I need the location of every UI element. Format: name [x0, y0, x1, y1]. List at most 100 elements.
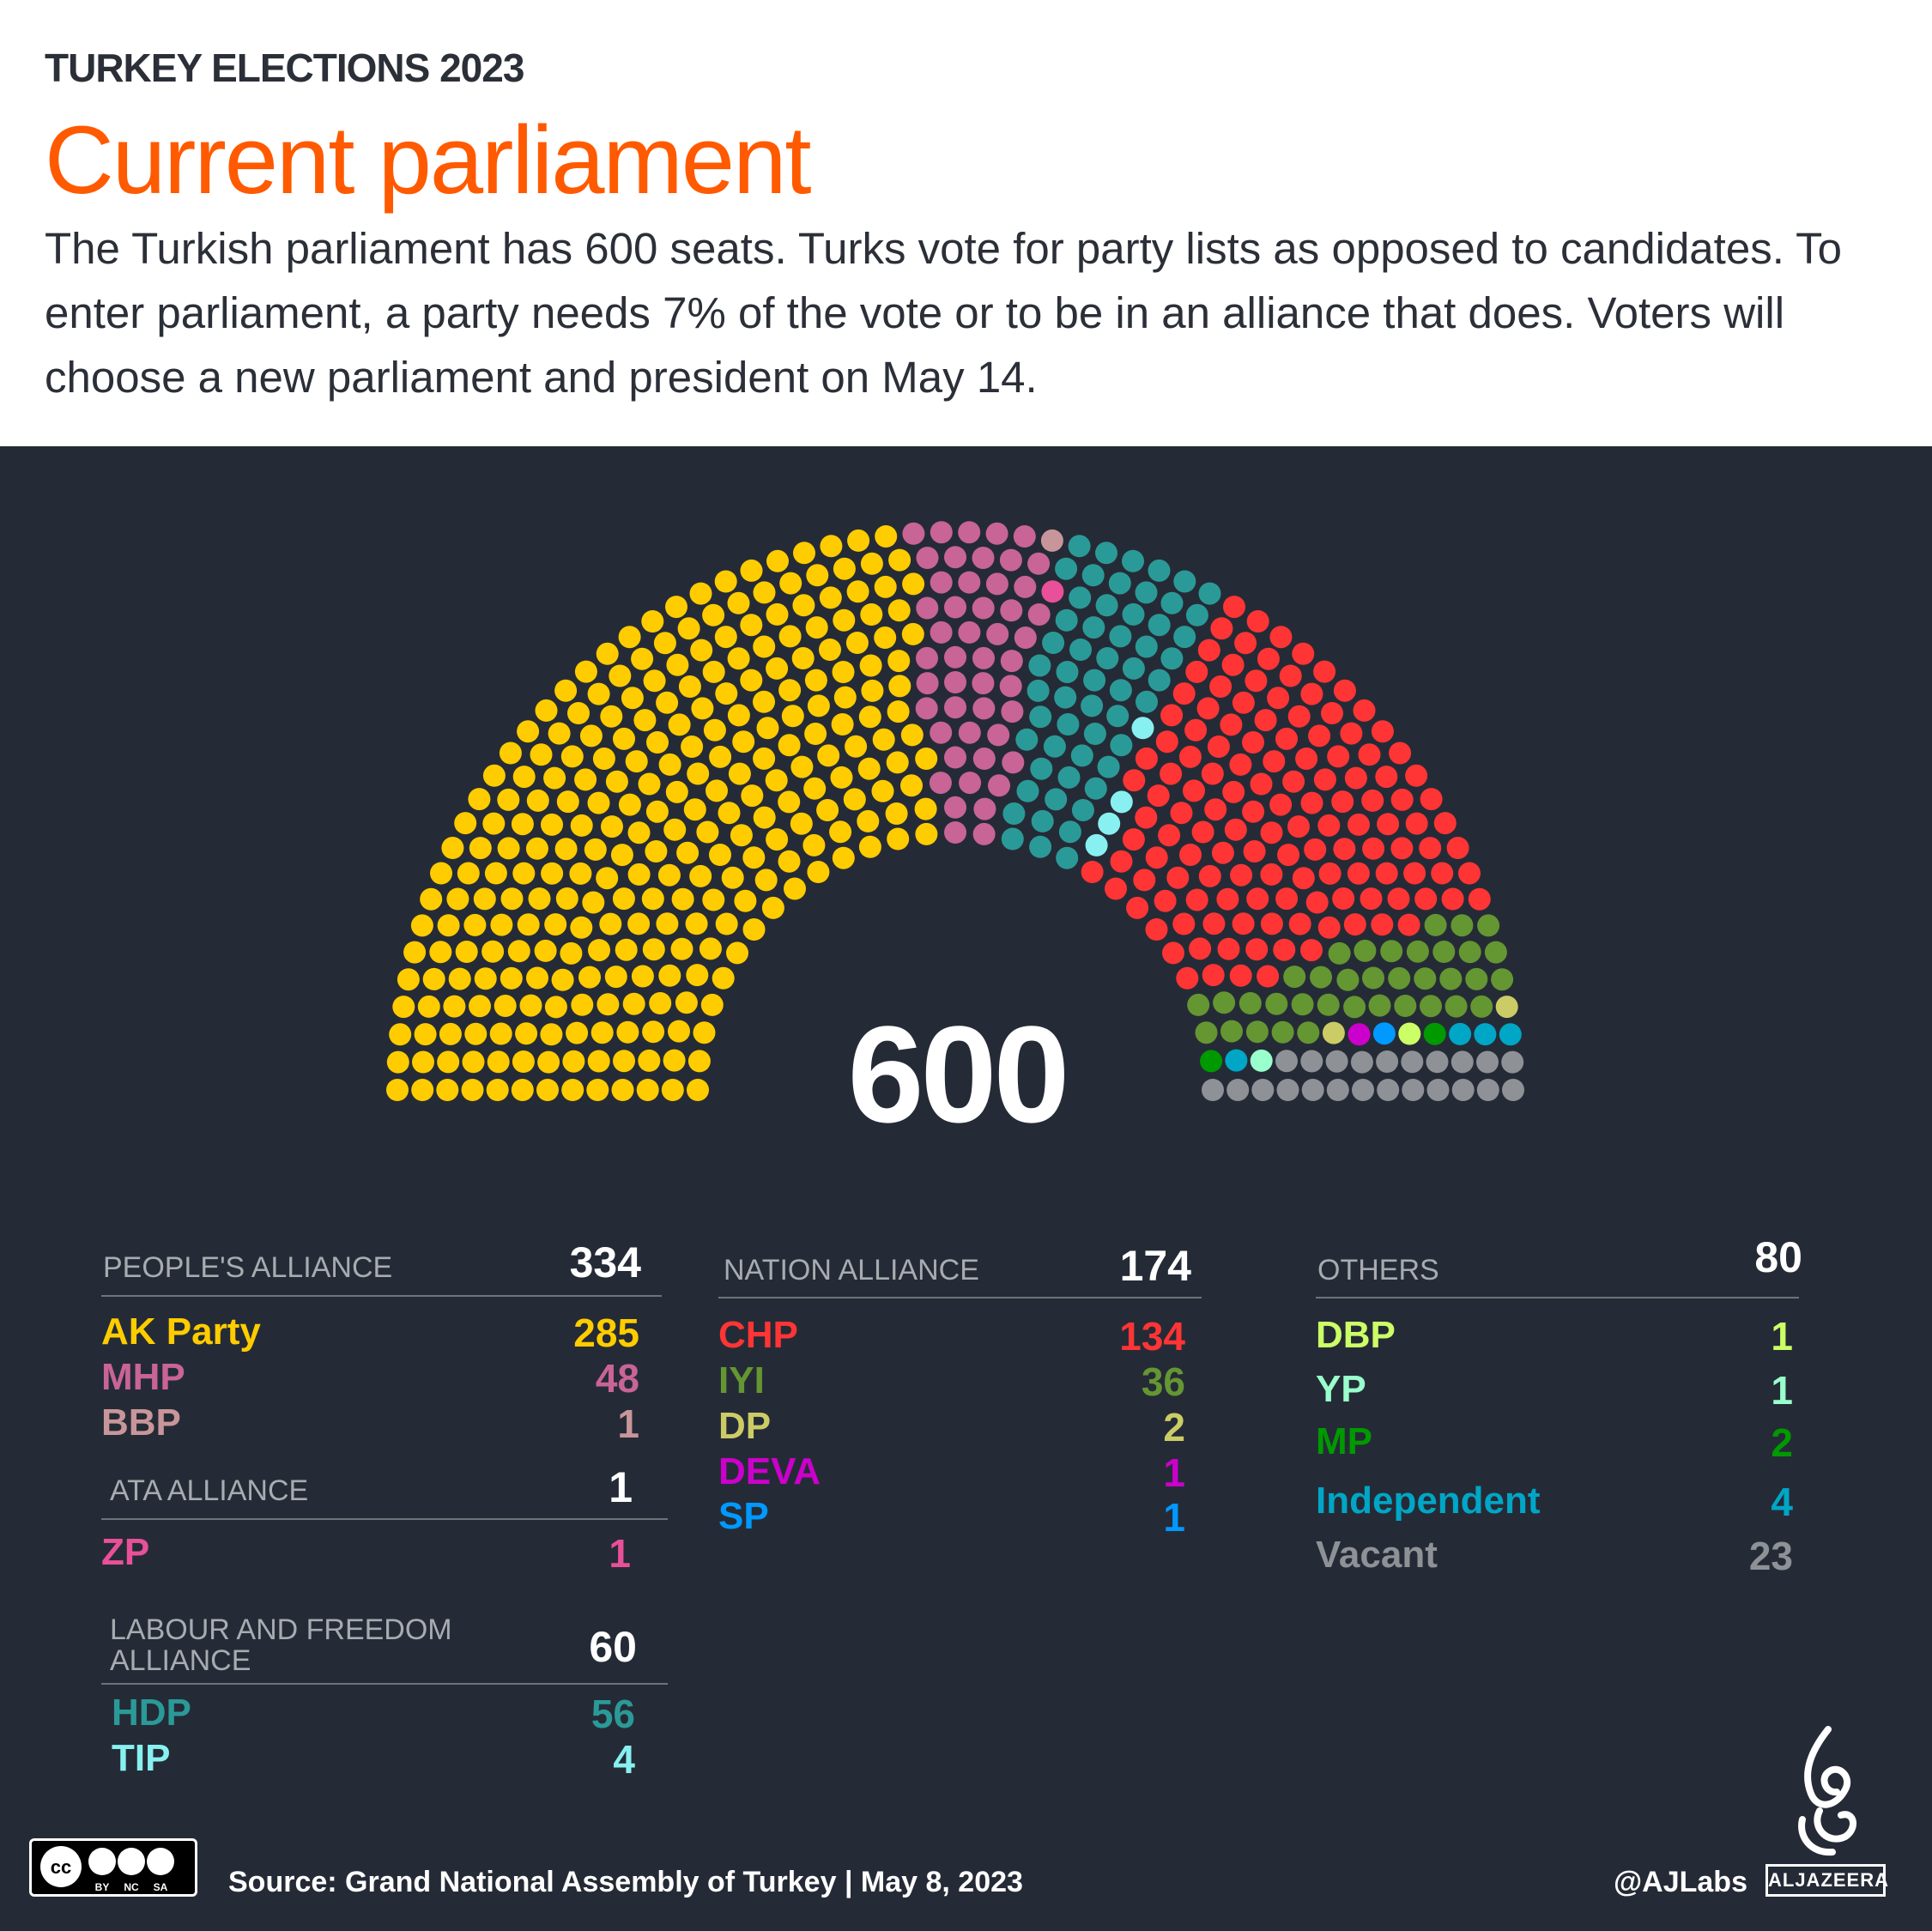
party-seats-sp: 1: [1163, 1495, 1185, 1540]
seat-ak-party: [600, 705, 623, 728]
seat-vacant: [1451, 1079, 1475, 1101]
svg-text:BY: BY: [95, 1881, 110, 1893]
seat-ak-party: [386, 1079, 409, 1101]
seat-ak-party: [741, 784, 764, 808]
seat-mhp: [930, 521, 953, 544]
seat-hdp: [1173, 570, 1196, 593]
seat-ak-party: [469, 995, 491, 1018]
seat-ak-party: [530, 743, 553, 766]
seat-iyi: [1458, 941, 1481, 964]
seat-hdp: [1069, 639, 1092, 661]
seat-ak-party: [578, 966, 601, 989]
seat-vacant: [1300, 1050, 1323, 1073]
seat-chp: [1166, 866, 1190, 889]
seat-ak-party: [627, 863, 651, 886]
seat-ak-party: [675, 991, 698, 1014]
seat-ak-party: [517, 720, 540, 743]
seat-chp: [1202, 912, 1226, 935]
seat-ak-party: [517, 913, 540, 936]
seat-ak-party: [512, 1050, 535, 1073]
seat-ak-party: [656, 691, 679, 714]
seat-mhp: [1014, 575, 1037, 598]
seat-ak-party: [778, 734, 801, 757]
seat-iyi: [1380, 940, 1403, 963]
seat-ak-party: [554, 679, 578, 702]
seat-mhp: [915, 697, 938, 720]
seat-chp: [1217, 937, 1240, 960]
seat-mhp: [944, 671, 966, 693]
seat-hdp: [1081, 694, 1104, 717]
seat-ak-party: [709, 844, 731, 866]
seat-ak-party: [766, 657, 789, 680]
seat-ak-party: [715, 682, 738, 705]
seat-chp: [1230, 863, 1253, 887]
seat-mhp: [958, 521, 981, 544]
seat-ak-party: [461, 1079, 484, 1101]
seat-chp: [1126, 896, 1149, 919]
seat-hdp: [1160, 591, 1184, 614]
party-name-mhp: MHP: [101, 1356, 185, 1398]
seat-chp: [1287, 815, 1310, 838]
seat-mp: [1200, 1050, 1223, 1073]
seat-tip: [1098, 812, 1121, 835]
seat-iyi: [1388, 966, 1411, 990]
seat-hdp: [1054, 686, 1077, 709]
alliance-total-ata-alliance: 1: [609, 1463, 633, 1511]
seat-mhp: [987, 723, 1010, 747]
seat-ak-party: [645, 840, 668, 863]
seat-ak-party: [437, 914, 460, 937]
seat-ak-party: [631, 647, 654, 670]
seat-ak-party: [587, 791, 610, 814]
seat-ak-party: [613, 727, 635, 750]
seat-mhp: [902, 522, 925, 545]
seat-deva: [1348, 1023, 1371, 1046]
seat-ak-party: [820, 535, 843, 558]
party-name-sp: SP: [718, 1495, 769, 1537]
seat-chp: [1347, 862, 1370, 885]
seat-ak-party: [781, 705, 804, 728]
seat-chp: [1361, 789, 1384, 812]
seat-chp: [1305, 891, 1329, 914]
seat-chp: [1260, 821, 1283, 844]
seat-ak-party: [914, 797, 937, 820]
party-seats-deva: 1: [1163, 1450, 1185, 1495]
seat-mhp: [972, 646, 995, 669]
seat-chp: [1246, 610, 1269, 633]
seat-ak-party: [534, 939, 557, 962]
seat-sp: [1372, 1022, 1396, 1045]
seat-chp: [1433, 812, 1457, 835]
seat-mhp: [1027, 552, 1051, 575]
seat-hdp: [1185, 603, 1208, 627]
seat-ak-party: [526, 966, 548, 990]
seat-vacant: [1276, 1079, 1299, 1101]
seat-ak-party: [727, 704, 750, 727]
seat-ak-party: [618, 626, 641, 649]
alliance-header-labour-and-freedom-alliance-line2: ALLIANCE: [110, 1644, 251, 1677]
seat-vacant: [1502, 1079, 1524, 1101]
seat-iyi: [1291, 993, 1314, 1016]
seat-ak-party: [779, 572, 802, 595]
seat-chp: [1277, 844, 1300, 867]
seat-chp: [1245, 669, 1268, 693]
seat-hdp: [1135, 635, 1158, 658]
seat-ak-party: [663, 1049, 686, 1072]
seat-ak-party: [790, 755, 814, 778]
seat-ak-party: [753, 690, 775, 713]
seat-chp: [1210, 617, 1233, 640]
seat-mhp: [944, 696, 966, 719]
seat-ak-party: [653, 632, 676, 655]
seat-chp: [1362, 837, 1385, 860]
seat-ak-party: [691, 697, 714, 720]
seat-ak-party: [753, 806, 776, 829]
seat-ak-party: [414, 1023, 437, 1046]
seat-chp: [1254, 709, 1277, 732]
seat-chp: [1207, 735, 1230, 758]
seat-ak-party: [665, 596, 687, 619]
seat-chp: [1446, 837, 1469, 859]
seat-vacant: [1377, 1079, 1400, 1101]
seat-ak-party: [609, 664, 632, 687]
seat-ak-party: [888, 675, 911, 698]
seat-ak-party: [571, 993, 594, 1016]
seat-mhp: [988, 774, 1010, 797]
seat-ak-party: [439, 1022, 462, 1045]
